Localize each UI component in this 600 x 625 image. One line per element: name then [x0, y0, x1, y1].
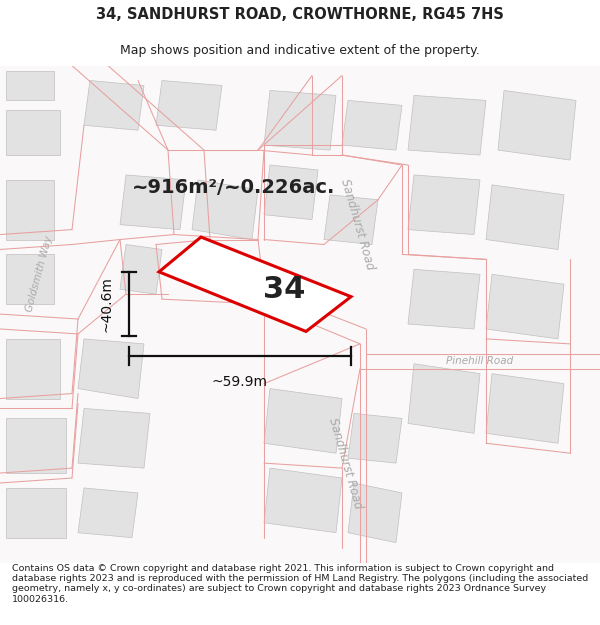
Polygon shape: [84, 81, 144, 130]
Polygon shape: [159, 237, 351, 331]
Polygon shape: [6, 418, 66, 473]
Polygon shape: [408, 364, 480, 433]
Polygon shape: [264, 389, 342, 453]
Polygon shape: [78, 339, 144, 399]
Polygon shape: [192, 180, 258, 239]
Text: Contains OS data © Crown copyright and database right 2021. This information is : Contains OS data © Crown copyright and d…: [12, 564, 588, 604]
Polygon shape: [348, 483, 402, 542]
Polygon shape: [264, 165, 318, 219]
Text: Map shows position and indicative extent of the property.: Map shows position and indicative extent…: [120, 44, 480, 57]
Text: ~59.9m: ~59.9m: [212, 375, 268, 389]
Polygon shape: [408, 96, 486, 155]
Polygon shape: [6, 111, 60, 155]
Text: 34, SANDHURST ROAD, CROWTHORNE, RG45 7HS: 34, SANDHURST ROAD, CROWTHORNE, RG45 7HS: [96, 8, 504, 22]
Polygon shape: [498, 91, 576, 160]
Polygon shape: [486, 274, 564, 339]
Polygon shape: [264, 91, 336, 150]
Text: Sandhurst Road: Sandhurst Road: [326, 416, 364, 510]
Polygon shape: [120, 175, 186, 229]
Polygon shape: [324, 195, 378, 244]
Polygon shape: [120, 244, 162, 294]
Polygon shape: [264, 468, 342, 532]
Text: Sandhurst Road: Sandhurst Road: [338, 177, 376, 272]
Polygon shape: [78, 409, 150, 468]
Polygon shape: [6, 71, 54, 101]
Polygon shape: [156, 81, 222, 130]
Text: Pinehill Road: Pinehill Road: [446, 356, 514, 366]
Text: Goldsmith Way: Goldsmith Way: [24, 235, 54, 314]
Polygon shape: [6, 254, 54, 304]
Polygon shape: [6, 180, 54, 239]
Polygon shape: [342, 101, 402, 150]
Polygon shape: [486, 374, 564, 443]
Text: 34: 34: [263, 275, 305, 304]
Polygon shape: [408, 269, 480, 329]
Text: ~40.6m: ~40.6m: [100, 276, 114, 332]
Text: ~916m²/~0.226ac.: ~916m²/~0.226ac.: [132, 178, 335, 197]
Polygon shape: [348, 414, 402, 463]
Polygon shape: [486, 185, 564, 249]
Polygon shape: [78, 488, 138, 538]
Polygon shape: [6, 488, 66, 538]
Polygon shape: [6, 339, 60, 399]
Polygon shape: [408, 175, 480, 234]
